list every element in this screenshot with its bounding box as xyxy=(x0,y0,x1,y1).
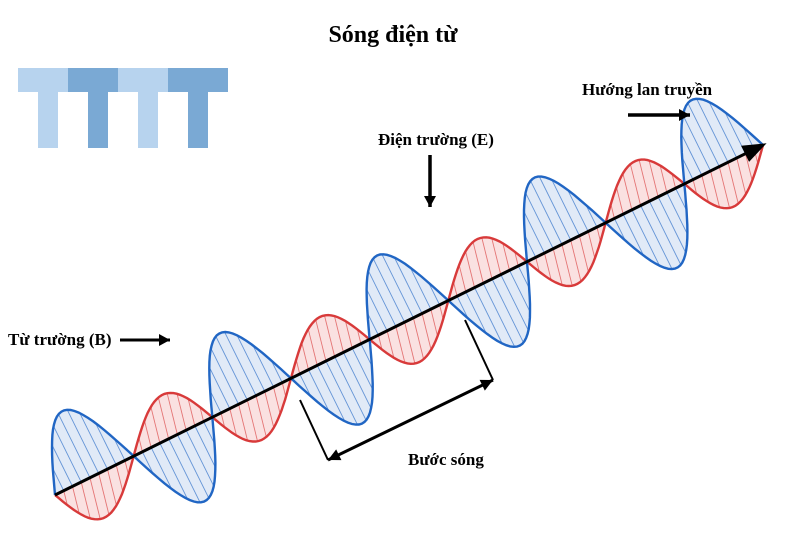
label-magnetic-field: Từ trường (B) xyxy=(8,330,111,350)
label-wavelength: Bước sóng xyxy=(408,450,484,470)
label-electric-field: Điện trường (E) xyxy=(378,130,494,150)
label-propagation: Hướng lan truyền xyxy=(582,80,712,100)
